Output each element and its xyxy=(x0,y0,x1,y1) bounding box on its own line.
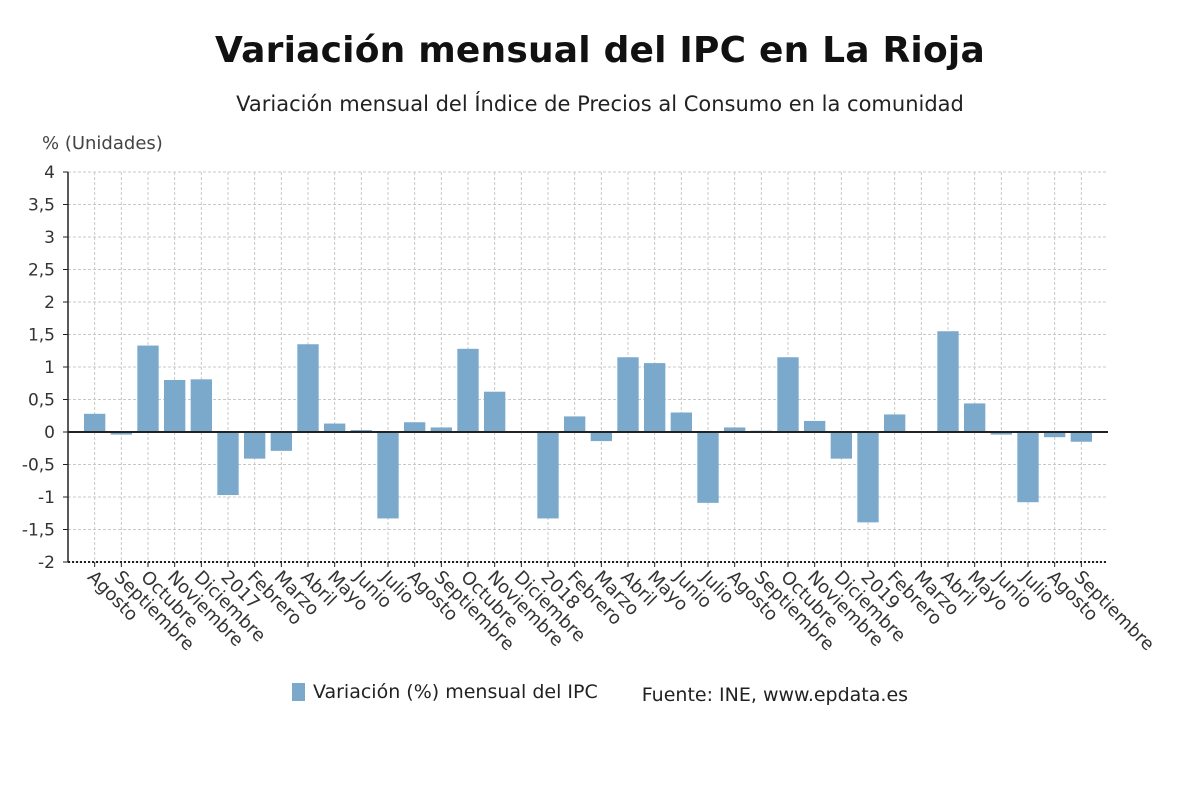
y-tick-label: 2 xyxy=(44,293,55,313)
y-tick-label: 3,5 xyxy=(28,196,55,216)
y-tick-label: 1 xyxy=(44,358,55,378)
x-tick-labels: AgostoSeptiembreOctubreNoviembreDiciembr… xyxy=(83,566,1158,655)
bar xyxy=(457,348,479,432)
bar xyxy=(830,432,852,459)
bar xyxy=(670,412,692,432)
bar xyxy=(777,357,799,432)
bar xyxy=(884,414,906,432)
bar xyxy=(644,363,666,432)
chart-subtitle: Variación mensual del Índice de Precios … xyxy=(236,92,964,116)
bar xyxy=(270,432,292,451)
bar xyxy=(804,420,826,432)
legend: Variación (%) mensual del IPC Fuente: IN… xyxy=(0,681,1200,706)
y-tick-labels: 4 3,5 3 2,5 2 1,5 1 0,5 0 -0,5 -1 -1,5 -2 xyxy=(22,163,55,573)
bar xyxy=(164,380,186,432)
bar xyxy=(964,403,986,432)
bar xyxy=(1017,432,1039,503)
bar xyxy=(564,416,586,432)
bar xyxy=(697,432,719,503)
y-tick-label: 4 xyxy=(44,163,55,183)
y-tick-label: -1,5 xyxy=(22,521,55,541)
bar xyxy=(1044,432,1066,438)
bar xyxy=(724,427,746,432)
y-tick-label: 0,5 xyxy=(28,391,55,411)
source-note: Fuente: INE, www.epdata.es xyxy=(641,684,909,706)
bar xyxy=(244,432,266,459)
bar xyxy=(937,331,959,432)
bar xyxy=(857,432,879,523)
bar xyxy=(84,413,106,432)
y-tick-label: -2 xyxy=(38,553,55,573)
y-tick-label: 1,5 xyxy=(28,326,55,346)
axes xyxy=(63,171,1108,567)
bar xyxy=(324,423,346,432)
y-axis-units-label: % (Unidades) xyxy=(42,133,163,154)
bar xyxy=(590,432,612,442)
legend-swatch xyxy=(291,683,305,701)
legend-series-label: Variación (%) mensual del IPC xyxy=(312,681,598,703)
bar xyxy=(484,391,506,432)
bar xyxy=(110,432,132,435)
chart-title: Variación mensual del IPC en La Rioja xyxy=(215,30,985,71)
bar xyxy=(1070,432,1092,442)
bar xyxy=(190,379,212,432)
bar xyxy=(537,432,559,519)
bar xyxy=(137,345,159,432)
bar xyxy=(217,432,239,496)
y-tick-label: -0,5 xyxy=(22,456,55,476)
bar xyxy=(430,427,452,432)
y-tick-label: -1 xyxy=(38,488,55,508)
bar xyxy=(990,432,1012,435)
bar xyxy=(404,422,426,432)
legend-entry: Variación (%) mensual del IPC xyxy=(291,681,598,703)
y-tick-label: 0 xyxy=(44,423,55,443)
y-tick-label: 3 xyxy=(44,228,55,248)
bar xyxy=(617,357,639,432)
bars xyxy=(84,331,1092,523)
y-tick-label: 2,5 xyxy=(28,261,55,281)
bar xyxy=(377,432,399,519)
bar xyxy=(297,344,319,432)
